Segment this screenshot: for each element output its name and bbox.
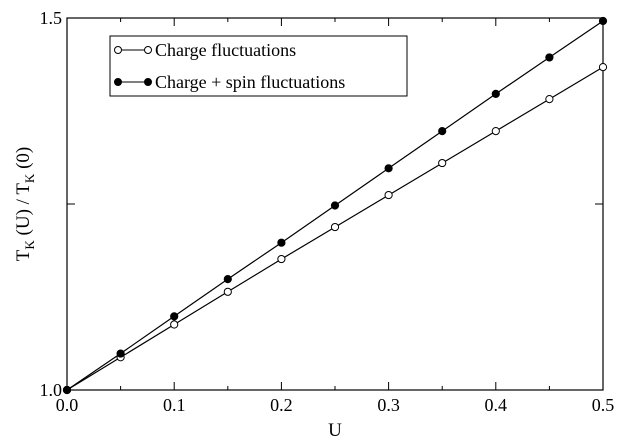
x-tick-label: 0.3 (377, 395, 400, 415)
data-point-series-1 (277, 238, 286, 247)
x-tick-label: 0.1 (163, 395, 186, 415)
data-point-series-0 (598, 63, 608, 72)
legend: Charge fluctuations Charge + spin fluctu… (109, 35, 408, 97)
data-point-series-1 (330, 201, 340, 210)
legend-marker-charge-spin (114, 78, 122, 86)
axis-ticks: 0.0 0.1 0.2 0.3 0.4 0.5 1.0 1.5 (40, 8, 615, 415)
data-point-series-1 (438, 126, 447, 136)
data-point-series-1 (545, 53, 554, 62)
data-point-series-1 (116, 349, 125, 358)
data-point-series-1 (223, 275, 232, 284)
x-tick-label: 0.4 (485, 395, 508, 415)
data-point-series-1 (384, 164, 393, 173)
data-point-series-0 (384, 190, 393, 200)
data-point-series-1 (598, 16, 608, 26)
data-point-series-0 (170, 320, 179, 329)
data-point-series-0 (223, 287, 232, 296)
legend-box (109, 35, 408, 97)
legend-label-charge: Charge fluctuations (155, 40, 296, 60)
legend-marker-charge-end (144, 46, 152, 54)
y-tick-label: 1.5 (40, 8, 63, 28)
x-tick-label: 0.2 (270, 395, 293, 415)
legend-marker-charge-spin-end (144, 78, 152, 86)
data-point-series-1 (491, 89, 500, 98)
data-point-series-0 (277, 254, 286, 264)
legend-label-charge-spin: Charge + spin fluctuations (155, 72, 345, 92)
x-tick-label: 0.0 (56, 395, 79, 415)
y-tick-label: 1.0 (40, 380, 63, 400)
data-point-series-0 (438, 158, 447, 168)
legend-marker-charge (114, 46, 122, 54)
x-axis-label: U (328, 420, 342, 438)
data-point-series-1 (170, 312, 179, 321)
data-point-series-0 (545, 94, 554, 104)
data-point-series-0 (491, 126, 500, 136)
x-tick-label: 0.5 (592, 395, 615, 415)
y-axis-label: TK (U) / TK (0) (13, 147, 37, 261)
series-markers (62, 16, 608, 395)
data-point-series-0 (330, 222, 340, 232)
y-axis-label-text: TK (U) / TK (0) (13, 147, 37, 261)
data-point-series-1 (62, 385, 72, 395)
